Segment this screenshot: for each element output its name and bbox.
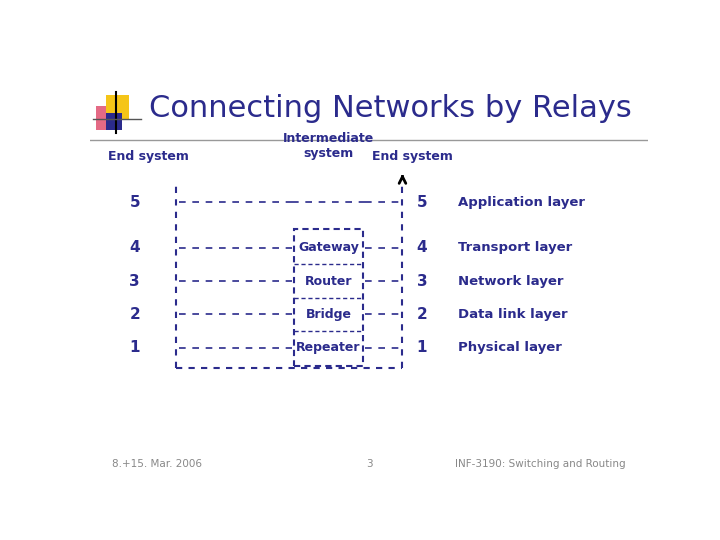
Text: 2: 2 [417,307,428,322]
Bar [106,94,129,119]
Text: 5: 5 [417,194,428,210]
Text: End system: End system [372,150,452,163]
Text: Network layer: Network layer [459,274,564,287]
Text: Repeater: Repeater [297,341,361,354]
Text: 1: 1 [417,340,427,355]
Text: 4: 4 [130,240,140,255]
Text: 5: 5 [130,194,140,210]
Text: Data link layer: Data link layer [459,308,568,321]
Text: 3: 3 [417,274,428,288]
Bar [294,229,364,366]
Text: 3: 3 [130,274,140,288]
Text: INF-3190: Switching and Routing: INF-3190: Switching and Routing [455,459,626,469]
Text: 3: 3 [366,459,372,469]
Bar [96,106,119,131]
Bar [106,113,122,131]
Text: Gateway: Gateway [298,241,359,254]
Text: Connecting Networks by Relays: Connecting Networks by Relays [148,94,631,123]
Text: 2: 2 [130,307,140,322]
Text: Transport layer: Transport layer [459,241,572,254]
Text: Physical layer: Physical layer [459,341,562,354]
Text: Intermediate
system: Intermediate system [283,132,374,160]
Text: 1: 1 [130,340,140,355]
Text: Application layer: Application layer [459,195,585,208]
Text: End system: End system [108,150,189,163]
Text: Router: Router [305,274,352,287]
Text: 8.+15. Mar. 2006: 8.+15. Mar. 2006 [112,459,202,469]
Text: Bridge: Bridge [305,308,351,321]
Text: 4: 4 [417,240,428,255]
